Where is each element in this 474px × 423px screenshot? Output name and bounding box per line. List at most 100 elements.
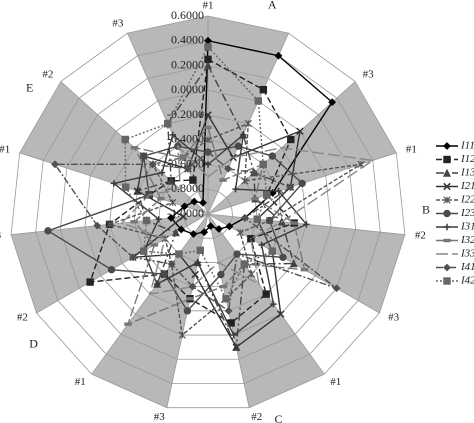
marker xyxy=(164,119,172,128)
point xyxy=(207,176,209,178)
legend-label: I13 xyxy=(460,167,474,179)
marker xyxy=(328,98,337,107)
series-line xyxy=(130,113,301,349)
y-tick-label: 0.0000 xyxy=(171,82,204,96)
marker xyxy=(234,142,242,150)
axis-label: #3 xyxy=(154,411,166,423)
marker xyxy=(191,270,199,279)
marker xyxy=(286,183,295,192)
legend-marker xyxy=(443,277,451,285)
point xyxy=(371,159,374,162)
marker xyxy=(44,227,52,235)
legend-marker xyxy=(443,223,451,231)
shaded-sector xyxy=(208,214,325,408)
legend-marker xyxy=(443,238,451,243)
legend-marker xyxy=(442,168,452,177)
legend-label: I21 xyxy=(460,180,474,192)
group-label: A xyxy=(268,0,277,11)
marker xyxy=(153,280,161,288)
marker xyxy=(204,125,212,130)
marker xyxy=(233,250,242,258)
legend-marker xyxy=(443,209,451,218)
marker xyxy=(253,215,261,223)
series-line xyxy=(170,39,334,235)
axis-label: #2 xyxy=(251,411,262,423)
y-tick-label: -0.2000 xyxy=(167,107,204,121)
grid-ring xyxy=(109,114,307,312)
marker xyxy=(107,265,116,274)
point xyxy=(121,222,123,224)
marker xyxy=(240,260,249,268)
marker xyxy=(157,197,165,201)
axis-label: #1 xyxy=(0,143,10,155)
marker xyxy=(175,250,183,258)
marker xyxy=(279,253,287,262)
marker xyxy=(169,131,176,139)
marker xyxy=(190,197,199,206)
axis-label: #2 xyxy=(42,68,53,80)
marker xyxy=(142,216,151,225)
marker xyxy=(204,136,212,144)
marker xyxy=(171,228,180,237)
marker xyxy=(178,331,186,339)
marker xyxy=(300,267,309,272)
point xyxy=(148,194,150,196)
axis-label: #3 xyxy=(112,18,124,30)
marker xyxy=(248,270,256,278)
marker xyxy=(167,260,176,268)
point xyxy=(217,261,220,264)
grid-ring xyxy=(182,188,234,239)
point xyxy=(281,220,283,223)
y-tick-label: -0.4000 xyxy=(167,132,204,146)
marker xyxy=(206,222,215,231)
marker xyxy=(204,161,212,168)
legend-label: I41 xyxy=(460,261,474,273)
point xyxy=(164,237,166,240)
marker xyxy=(224,164,233,173)
marker xyxy=(303,221,310,228)
marker xyxy=(199,198,207,207)
legend-label: I22 xyxy=(460,194,474,206)
marker xyxy=(258,241,265,249)
series-line xyxy=(89,58,296,324)
series-line xyxy=(124,45,274,301)
marker xyxy=(298,179,306,188)
marker xyxy=(275,187,282,195)
y-tick-label: -0.8000 xyxy=(167,181,204,195)
marker xyxy=(124,322,132,326)
y-tick-label: 0.2000 xyxy=(171,57,204,71)
axis-label: #3 xyxy=(0,229,2,241)
point xyxy=(258,283,260,285)
marker xyxy=(262,290,270,298)
marker xyxy=(204,111,212,119)
marker xyxy=(167,213,175,222)
marker xyxy=(129,253,137,262)
legend-marker xyxy=(443,196,451,204)
point xyxy=(232,156,234,159)
marker xyxy=(265,216,274,225)
group-label: E xyxy=(26,80,33,94)
shaded-sector xyxy=(91,214,208,408)
marker xyxy=(139,247,148,255)
series-line xyxy=(126,125,306,326)
marker xyxy=(194,259,201,266)
axis-label: #2 xyxy=(17,312,28,324)
point xyxy=(280,146,283,149)
point xyxy=(250,237,252,240)
legend-label: I32 xyxy=(460,234,474,246)
axis-label: #2 xyxy=(415,229,426,241)
shaded-sector xyxy=(127,16,208,214)
marker xyxy=(268,247,277,255)
grid-ring xyxy=(84,89,332,336)
marker xyxy=(204,148,212,157)
group-label: C xyxy=(275,412,283,423)
marker xyxy=(268,152,277,160)
marker xyxy=(169,198,177,207)
marker xyxy=(200,228,209,237)
marker xyxy=(148,160,157,169)
legend-marker xyxy=(443,142,451,150)
axis-label: #3 xyxy=(363,68,375,80)
marker xyxy=(219,178,227,182)
point xyxy=(176,145,179,147)
